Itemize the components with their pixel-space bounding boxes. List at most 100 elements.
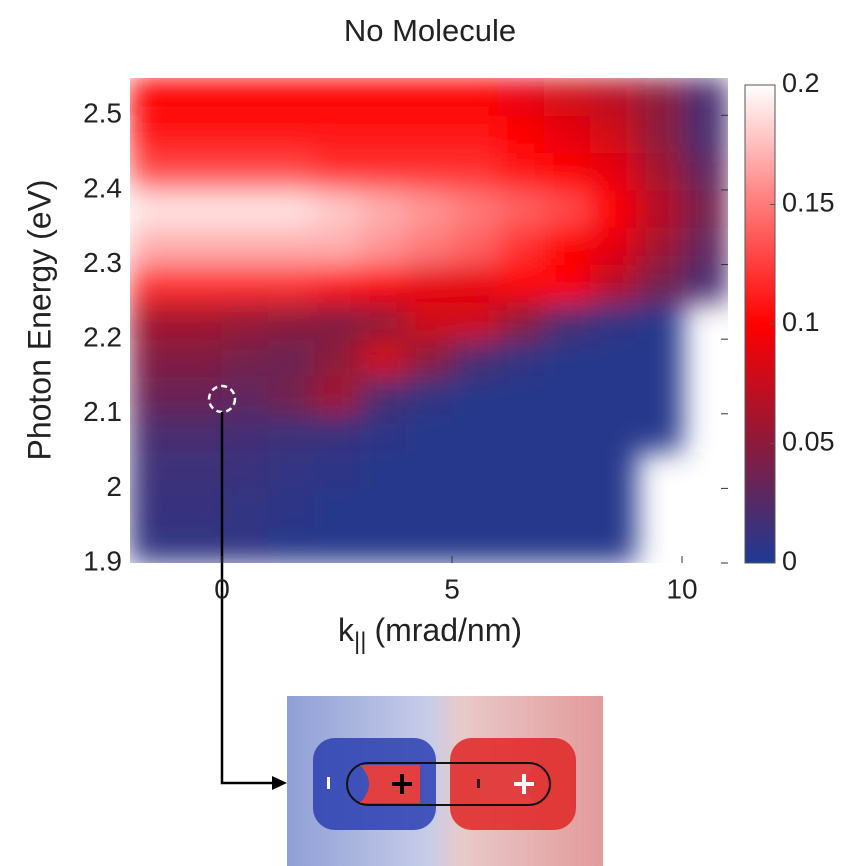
heat-cell [130,264,177,303]
heat-cell [268,339,315,377]
heat-cell [406,339,453,377]
y-tick-label: 2.2 [83,322,122,353]
heat-cell [590,301,637,340]
heat-cell [314,115,361,154]
heat-cell [360,115,407,154]
heat-cell [406,115,453,154]
heat-cell [268,264,315,303]
heat-cell [314,525,361,563]
heat-cell [590,152,637,191]
heat-cell [222,152,269,191]
heat-cell [130,413,177,452]
x-axis-label: k|| (mrad/nm) [338,612,522,655]
heat-cell [590,376,637,415]
heat-cell [452,301,499,340]
heat-cell [498,115,545,154]
inset-plus-left [392,774,412,794]
heat-cell [130,115,177,154]
heat-cell [636,301,683,340]
heat-cell [452,488,499,527]
heat-cell [130,339,177,377]
heat-cell [452,376,499,415]
heat-cell [130,488,177,527]
heat-cell [268,189,315,228]
heat-cell [544,339,591,377]
heat-cell [406,264,453,303]
heat-cell [176,152,223,191]
heat-cell [360,376,407,415]
heat-cell [636,227,683,266]
heat-cell [498,413,545,452]
y-tick-label: 1.9 [83,545,122,576]
heat-cell [176,78,223,116]
heat-cell [222,413,269,452]
heat-cell [314,451,361,489]
heat-cell [590,339,637,377]
heat-cell [130,376,177,415]
heat-cell [498,339,545,377]
heat-cell [406,488,453,527]
heat-cell [268,78,315,116]
heat-cell [682,227,728,266]
heat-cell [636,264,683,303]
heat-cell [544,264,591,303]
heat-cell [682,152,728,191]
inset-rod-right-charge [480,765,535,803]
heat-cell [406,301,453,340]
heat-cell [222,488,269,527]
heat-cell [590,488,637,527]
colorbar-tick-label: 0.2 [782,68,820,98]
heat-cell [268,376,315,415]
heat-cell [452,451,499,489]
heat-cell [130,189,177,228]
heat-cell [176,264,223,303]
heat-cell [222,227,269,266]
heat-cell [360,413,407,452]
heat-cell [222,339,269,377]
heat-cell [406,413,453,452]
callout-arrowhead [272,776,287,790]
colorbar-tick-label: 0.05 [782,427,835,457]
heat-cell [314,264,361,303]
heat-cell [498,451,545,489]
heat-cell [314,413,361,452]
heat-cell [406,376,453,415]
heat-cell [682,189,728,228]
heat-cell [636,78,683,116]
heat-cell [360,189,407,228]
heat-cell [452,115,499,154]
y-tick-label: 2.3 [83,247,122,278]
heat-cell [314,152,361,191]
heat-cell [222,78,269,116]
heat-cell [176,115,223,154]
heat-cell [268,115,315,154]
colorbar: 0 0.05 0.1 0.15 0.2 [744,68,835,576]
heat-cell [176,301,223,340]
heat-cell [590,264,637,303]
heat-cell [360,301,407,340]
heat-cell [498,301,545,340]
heat-cell [360,525,407,563]
heat-cell [130,78,177,116]
heat-cell [130,227,177,266]
heat-cell [360,451,407,489]
heat-cell [590,227,637,266]
heat-cell [268,525,315,563]
inset-minus-center [477,779,480,788]
heat-cell [222,115,269,154]
heat-cell [222,451,269,489]
heatmap [130,78,728,563]
x-tick-label: 5 [444,573,460,604]
heat-cell [682,78,728,116]
heat-cell [544,301,591,340]
inset-rod-left-charge [360,765,420,803]
heat-cell [314,227,361,266]
heat-cell [590,413,637,452]
heat-cell [498,152,545,191]
heat-cell [452,339,499,377]
heat-cell [452,227,499,266]
heat-cell [636,339,683,377]
heat-cell [314,488,361,527]
heat-cell [176,451,223,489]
heat-cell [268,488,315,527]
